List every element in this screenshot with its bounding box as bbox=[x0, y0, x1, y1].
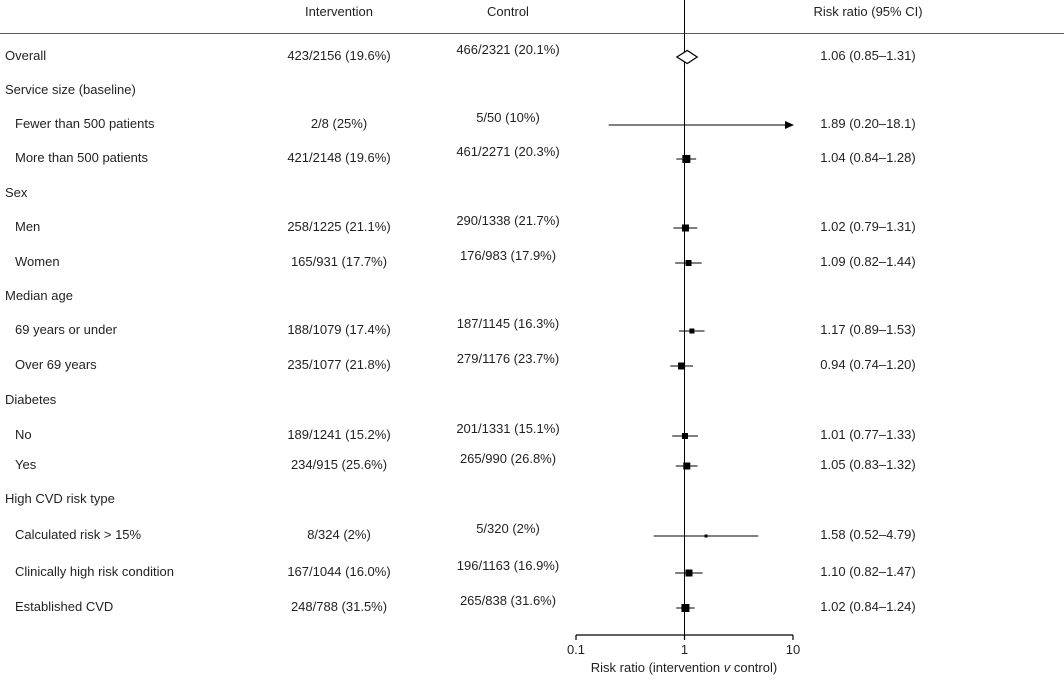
risk-ratio-value: 0.94 (0.74–1.20) bbox=[820, 357, 916, 372]
control-value: 265/838 (31.6%) bbox=[459, 593, 557, 608]
intervention-value: 235/1077 (21.8%) bbox=[287, 357, 391, 372]
x-axis-tick-label: 1 bbox=[681, 642, 688, 657]
row-label: Clinically high risk condition bbox=[15, 564, 174, 579]
point-estimate-marker bbox=[683, 462, 691, 470]
row-label: Men bbox=[15, 219, 41, 234]
point-estimate-marker bbox=[685, 260, 692, 266]
intervention-value: 188/1079 (17.4%) bbox=[287, 322, 391, 337]
intervention-value: 167/1044 (16.0%) bbox=[287, 564, 391, 579]
risk-ratio-value: 1.02 (0.84–1.24) bbox=[820, 599, 916, 614]
row-label: Yes bbox=[15, 457, 37, 472]
point-estimate-marker bbox=[678, 362, 686, 370]
column-header-risk-ratio: Risk ratio (95% CI) bbox=[813, 4, 923, 19]
row-label: Women bbox=[15, 254, 60, 269]
risk-ratio-value: 1.17 (0.89–1.53) bbox=[820, 322, 916, 337]
row-label: No bbox=[15, 427, 32, 442]
intervention-value: 258/1225 (21.1%) bbox=[287, 219, 391, 234]
row-label: 69 years or under bbox=[15, 322, 117, 337]
x-axis-tick-label: 0.1 bbox=[567, 642, 585, 657]
subgroup-heading: Sex bbox=[5, 185, 28, 200]
intervention-value: 421/2148 (19.6%) bbox=[287, 150, 391, 165]
control-value: 187/1145 (16.3%) bbox=[456, 316, 560, 331]
risk-ratio-value: 1.05 (0.83–1.32) bbox=[820, 457, 916, 472]
intervention-value: 248/788 (31.5%) bbox=[290, 599, 388, 614]
subgroup-heading: Diabetes bbox=[5, 392, 57, 407]
subgroup-heading: Service size (baseline) bbox=[5, 82, 136, 97]
intervention-value: 165/931 (17.7%) bbox=[290, 254, 388, 269]
intervention-value: 423/2156 (19.6%) bbox=[287, 48, 391, 63]
control-value: 279/1176 (23.7%) bbox=[456, 351, 560, 366]
row-label: Overall bbox=[5, 48, 47, 63]
point-estimate-marker bbox=[681, 604, 690, 612]
control-value: 201/1331 (15.1%) bbox=[456, 421, 560, 436]
point-estimate-marker bbox=[682, 155, 691, 163]
risk-ratio-value: 1.89 (0.20–18.1) bbox=[820, 116, 916, 131]
x-axis-tick-label: 10 bbox=[786, 642, 800, 657]
point-estimate-marker bbox=[685, 569, 693, 577]
intervention-value: 8/324 (2%) bbox=[307, 527, 371, 542]
control-value: 176/983 (17.9%) bbox=[459, 248, 557, 263]
x-axis-title: Risk ratio (intervention v control) bbox=[524, 660, 844, 675]
subgroup-heading: High CVD risk type bbox=[5, 491, 115, 506]
risk-ratio-value: 1.58 (0.52–4.79) bbox=[820, 527, 916, 542]
risk-ratio-value: 1.04 (0.84–1.28) bbox=[820, 150, 916, 165]
column-header-intervention: Intervention bbox=[305, 4, 373, 19]
row-label: Over 69 years bbox=[15, 357, 97, 372]
risk-ratio-value: 1.10 (0.82–1.47) bbox=[820, 564, 916, 579]
x-axis-title-pre: Risk ratio (intervention bbox=[590, 660, 724, 675]
row-label: Calculated risk > 15% bbox=[15, 527, 142, 542]
subgroup-heading: Median age bbox=[5, 288, 73, 303]
point-estimate-marker bbox=[681, 224, 689, 232]
control-value: 5/50 (10%) bbox=[476, 110, 540, 125]
control-value: 290/1338 (21.7%) bbox=[456, 213, 560, 228]
overall-diamond bbox=[675, 49, 699, 65]
control-value: 5/320 (2%) bbox=[476, 521, 540, 536]
intervention-value: 234/915 (25.6%) bbox=[290, 457, 388, 472]
risk-ratio-value: 1.02 (0.79–1.31) bbox=[820, 219, 916, 234]
risk-ratio-value: 1.09 (0.82–1.44) bbox=[820, 254, 916, 269]
x-axis-title-post: control) bbox=[730, 660, 778, 675]
point-estimate-marker bbox=[689, 328, 695, 334]
row-label: Fewer than 500 patients bbox=[15, 116, 155, 131]
arrow-right-icon bbox=[785, 121, 794, 129]
intervention-value: 189/1241 (15.2%) bbox=[287, 427, 391, 442]
intervention-value: 2/8 (25%) bbox=[310, 116, 368, 131]
point-estimate-marker bbox=[704, 534, 708, 538]
x-axis-title-v: v bbox=[723, 660, 731, 675]
risk-ratio-value: 1.06 (0.85–1.31) bbox=[820, 48, 916, 63]
control-value: 265/990 (26.8%) bbox=[459, 451, 557, 466]
control-value: 461/2271 (20.3%) bbox=[456, 144, 560, 159]
control-value: 466/2321 (20.1%) bbox=[456, 42, 560, 57]
row-label: Established CVD bbox=[15, 599, 114, 614]
risk-ratio-value: 1.01 (0.77–1.33) bbox=[820, 427, 916, 442]
control-value: 196/1163 (16.9%) bbox=[456, 558, 560, 573]
row-label: More than 500 patients bbox=[15, 150, 148, 165]
column-header-control: Control bbox=[487, 4, 529, 19]
point-estimate-marker bbox=[681, 433, 688, 439]
